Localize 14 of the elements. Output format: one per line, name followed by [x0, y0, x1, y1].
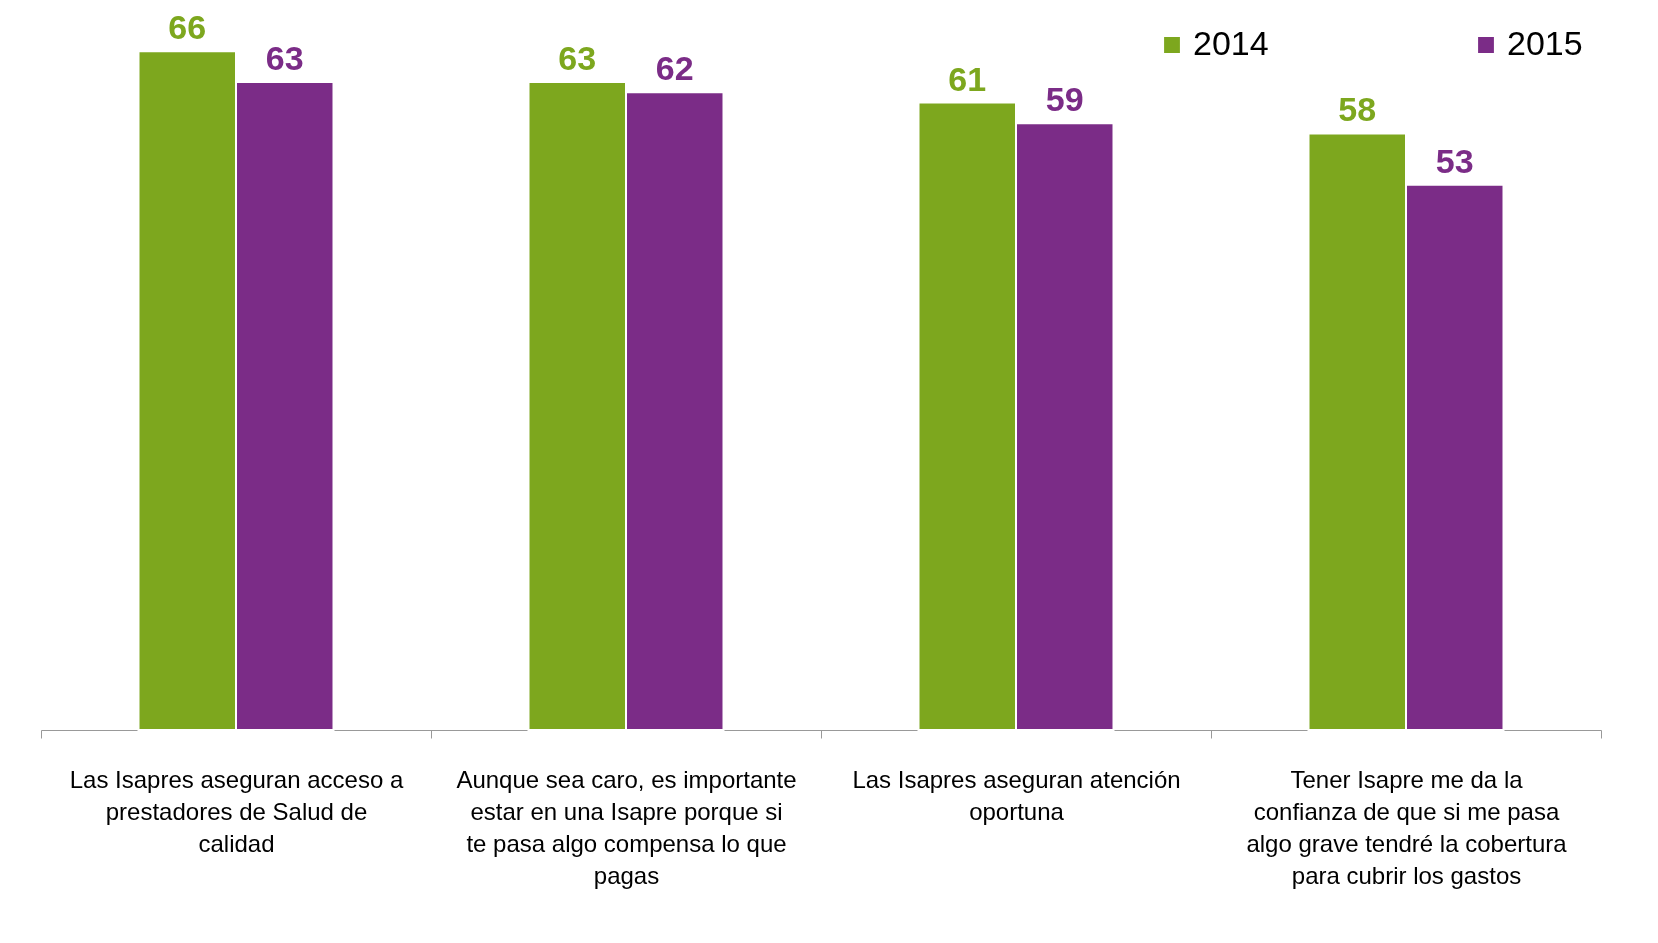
data-label: 63	[558, 39, 597, 77]
legend-label: 2015	[1507, 24, 1583, 62]
x-tick-label: Las Isapres aseguran atención oportuna	[852, 765, 1181, 825]
x-tick-label: Aunque sea caro, es importante estar en una Isapre porque si te pasa algo compensa lo que pagas	[456, 765, 797, 889]
data-label: 66	[168, 8, 207, 47]
data-label: 59	[1045, 80, 1084, 119]
legend-label: 2014	[1193, 24, 1269, 62]
x-tick-label: Tener Isapre me da la confianza de que si me pasa algo grave tendré la cobertura para cubrir los gastos	[1246, 765, 1568, 889]
data-label: 53	[1435, 141, 1474, 180]
data-label: 61	[948, 59, 987, 98]
data-label: 62	[655, 49, 694, 88]
data-label: 58	[1338, 90, 1377, 129]
x-tick-label: Las Isapres aseguran acceso a prestadores de Salud de calidad	[69, 765, 404, 857]
data-label: 63	[265, 39, 304, 77]
